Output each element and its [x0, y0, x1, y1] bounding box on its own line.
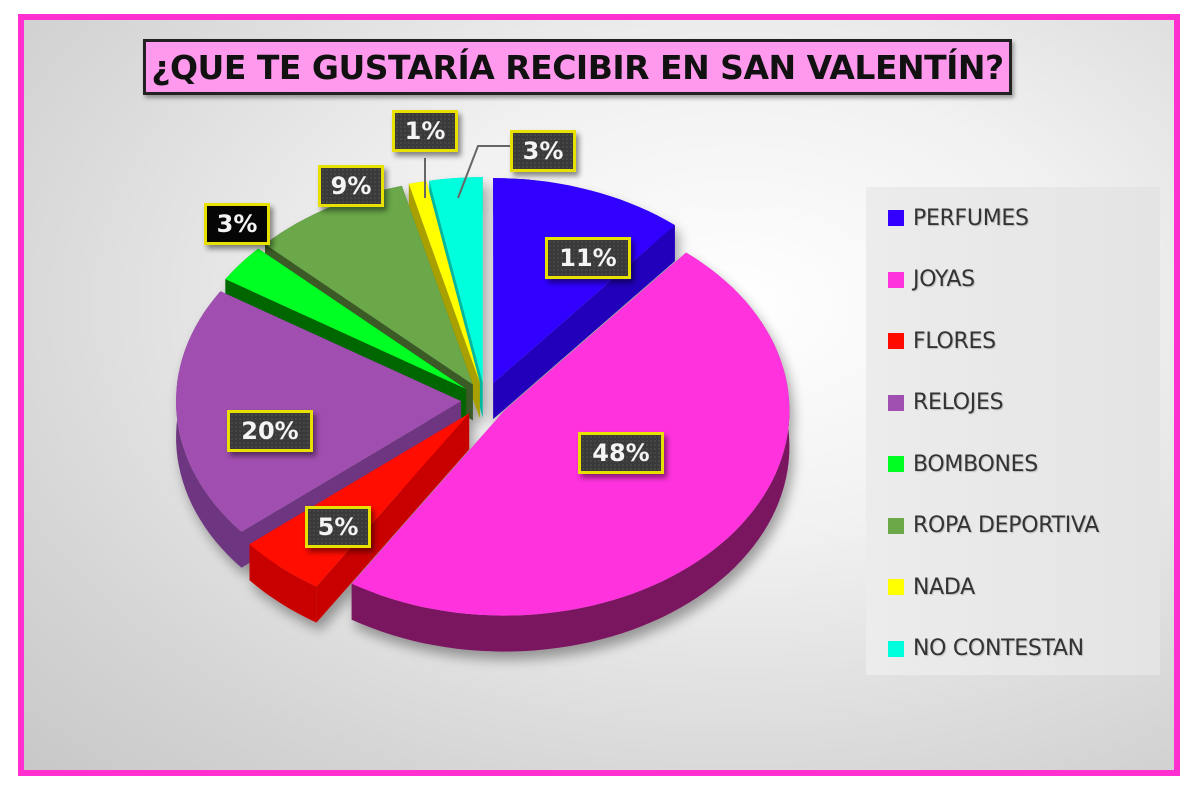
- legend-item-perfumes: PERFUMES: [888, 203, 1029, 233]
- legend-label: NADA: [913, 574, 975, 600]
- legend-item-bombones: BOMBONES: [888, 449, 1038, 479]
- data-label-joyas: 48%: [578, 432, 664, 474]
- legend-swatch: [888, 394, 904, 411]
- legend-label: BOMBONES: [913, 451, 1038, 477]
- data-label-perfumes: 11%: [545, 237, 631, 279]
- legend-item-flores: FLORES: [888, 326, 996, 356]
- legend-swatch: [888, 271, 904, 288]
- legend-item-joyas: JOYAS: [888, 265, 975, 295]
- data-label-bombones: 3%: [204, 203, 270, 245]
- legend-swatch: [888, 579, 904, 595]
- legend-label: RELOJES: [913, 390, 1004, 415]
- legend-swatch: [888, 456, 904, 472]
- data-label-ropa-deportiva: 9%: [318, 165, 384, 207]
- legend-swatch: [888, 640, 904, 657]
- legend-item-ropa-deportiva: ROPA DEPORTIVA: [888, 511, 1099, 541]
- pie-slice-joyas: [351, 252, 790, 652]
- legend-label: ROPA DEPORTIVA: [913, 513, 1100, 538]
- leader-line: [457, 145, 510, 199]
- legend-label: PERFUMES: [913, 205, 1029, 231]
- data-label-nada: 1%: [392, 110, 458, 152]
- legend-swatch: [888, 333, 904, 349]
- data-label-flores: 5%: [305, 506, 371, 548]
- legend-item-relojes: RELOJES: [888, 388, 1004, 418]
- legend-swatch: [888, 210, 904, 226]
- legend-label: JOYAS: [913, 267, 975, 292]
- legend-item-nada: NADA: [888, 572, 975, 602]
- data-label-relojes: 20%: [227, 410, 313, 452]
- legend-swatch: [888, 517, 904, 534]
- legend-item-no-contestan: NO CONTESTAN: [888, 634, 1084, 664]
- legend-label: FLORES: [913, 328, 996, 354]
- legend: PERFUMES JOYAS FLORES RELOJES BOMBONES ROPA D…: [866, 187, 1160, 675]
- chart-title: ¿QUE TE GUSTARÍA RECIBIR EN SAN VALENTÍN…: [143, 39, 1012, 95]
- data-label-no-contestan: 3%: [510, 130, 576, 172]
- legend-label: NO CONTESTAN: [913, 636, 1084, 661]
- pie-slice-flores: [249, 413, 470, 623]
